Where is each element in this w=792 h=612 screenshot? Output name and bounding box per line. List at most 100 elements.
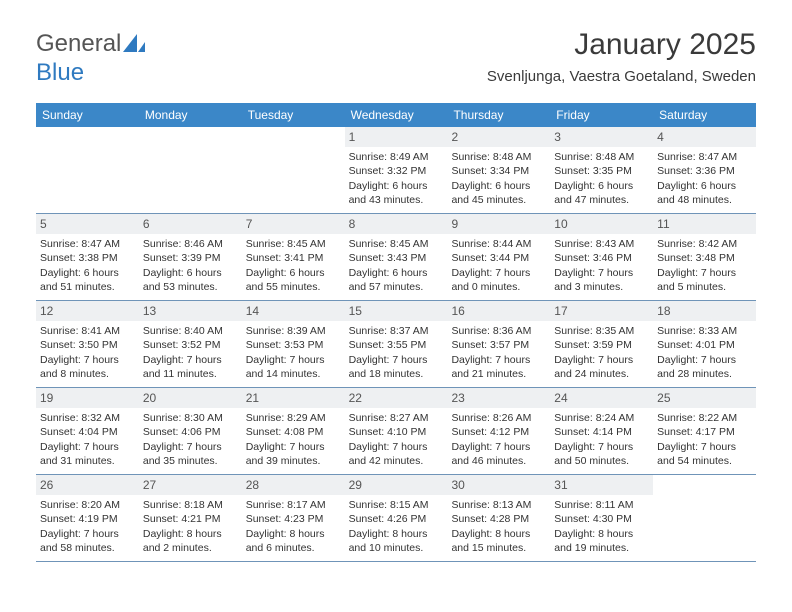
day-number: 10 [550, 214, 653, 234]
day-detail: Daylight: 7 hours [143, 440, 238, 454]
day-detail: and 47 minutes. [554, 193, 649, 207]
day-detail: Sunset: 3:44 PM [451, 251, 546, 265]
day-detail: Sunset: 3:35 PM [554, 164, 649, 178]
day-detail: Sunrise: 8:35 AM [554, 324, 649, 338]
dow-cell: Tuesday [242, 103, 345, 127]
logo-text-blue: Blue [36, 59, 84, 86]
day-detail: and 24 minutes. [554, 367, 649, 381]
day-detail: Sunrise: 8:40 AM [143, 324, 238, 338]
day-detail: and 5 minutes. [657, 280, 752, 294]
day-number: 19 [36, 388, 139, 408]
day-number: 6 [139, 214, 242, 234]
day-cell: 2Sunrise: 8:48 AMSunset: 3:34 PMDaylight… [447, 127, 550, 213]
day-detail: Sunset: 4:01 PM [657, 338, 752, 352]
day-cell: 10Sunrise: 8:43 AMSunset: 3:46 PMDayligh… [550, 214, 653, 300]
day-cell: . [242, 127, 345, 213]
day-detail: Sunrise: 8:44 AM [451, 237, 546, 251]
logo-sail-icon [123, 31, 145, 59]
day-detail: Daylight: 7 hours [554, 440, 649, 454]
day-detail: Sunset: 3:52 PM [143, 338, 238, 352]
day-number: 8 [345, 214, 448, 234]
day-detail: Sunrise: 8:24 AM [554, 411, 649, 425]
day-detail: Sunset: 4:21 PM [143, 512, 238, 526]
day-detail: Daylight: 7 hours [349, 353, 444, 367]
day-detail: Sunrise: 8:43 AM [554, 237, 649, 251]
day-cell: . [653, 475, 756, 561]
day-detail: and 21 minutes. [451, 367, 546, 381]
day-number: 2 [447, 127, 550, 147]
day-detail: Sunrise: 8:39 AM [246, 324, 341, 338]
day-detail: Daylight: 8 hours [451, 527, 546, 541]
day-detail: Daylight: 7 hours [246, 440, 341, 454]
day-detail: Sunrise: 8:30 AM [143, 411, 238, 425]
day-detail: and 31 minutes. [40, 454, 135, 468]
day-detail: Daylight: 6 hours [349, 266, 444, 280]
day-number: 13 [139, 301, 242, 321]
day-detail: and 10 minutes. [349, 541, 444, 555]
day-detail: Sunrise: 8:47 AM [657, 150, 752, 164]
days-of-week-header: SundayMondayTuesdayWednesdayThursdayFrid… [36, 103, 756, 127]
day-detail: Sunset: 4:06 PM [143, 425, 238, 439]
week-row: ...1Sunrise: 8:49 AMSunset: 3:32 PMDayli… [36, 127, 756, 214]
day-number: 25 [653, 388, 756, 408]
day-detail: Sunset: 3:38 PM [40, 251, 135, 265]
day-detail: and 28 minutes. [657, 367, 752, 381]
day-detail: and 0 minutes. [451, 280, 546, 294]
day-detail: Sunset: 4:26 PM [349, 512, 444, 526]
header: General Blue January 2025 Svenljunga, Va… [0, 0, 792, 93]
day-detail: Sunrise: 8:13 AM [451, 498, 546, 512]
day-detail: Sunset: 3:53 PM [246, 338, 341, 352]
day-detail: Sunrise: 8:26 AM [451, 411, 546, 425]
day-detail: Sunset: 3:50 PM [40, 338, 135, 352]
day-detail: Sunrise: 8:15 AM [349, 498, 444, 512]
day-detail: and 3 minutes. [554, 280, 649, 294]
day-detail: Daylight: 8 hours [349, 527, 444, 541]
day-detail: Daylight: 6 hours [451, 179, 546, 193]
day-cell: 17Sunrise: 8:35 AMSunset: 3:59 PMDayligh… [550, 301, 653, 387]
day-cell: 29Sunrise: 8:15 AMSunset: 4:26 PMDayligh… [345, 475, 448, 561]
day-detail: Sunrise: 8:17 AM [246, 498, 341, 512]
day-detail: Sunrise: 8:46 AM [143, 237, 238, 251]
day-cell: . [139, 127, 242, 213]
day-detail: and 51 minutes. [40, 280, 135, 294]
day-detail: Daylight: 7 hours [40, 527, 135, 541]
day-cell: 7Sunrise: 8:45 AMSunset: 3:41 PMDaylight… [242, 214, 345, 300]
day-number: 27 [139, 475, 242, 495]
day-number: 16 [447, 301, 550, 321]
day-detail: Daylight: 7 hours [349, 440, 444, 454]
day-cell: 23Sunrise: 8:26 AMSunset: 4:12 PMDayligh… [447, 388, 550, 474]
day-detail: Sunset: 3:43 PM [349, 251, 444, 265]
week-row: 26Sunrise: 8:20 AMSunset: 4:19 PMDayligh… [36, 475, 756, 562]
day-detail: Sunset: 4:04 PM [40, 425, 135, 439]
day-detail: and 45 minutes. [451, 193, 546, 207]
day-detail: Sunrise: 8:27 AM [349, 411, 444, 425]
day-detail: Sunrise: 8:45 AM [349, 237, 444, 251]
day-cell: 30Sunrise: 8:13 AMSunset: 4:28 PMDayligh… [447, 475, 550, 561]
dow-cell: Sunday [36, 103, 139, 127]
day-detail: Sunset: 4:14 PM [554, 425, 649, 439]
day-number: 7 [242, 214, 345, 234]
day-detail: Sunset: 4:08 PM [246, 425, 341, 439]
day-cell: . [36, 127, 139, 213]
day-number: 23 [447, 388, 550, 408]
day-detail: Sunset: 3:34 PM [451, 164, 546, 178]
day-detail: Sunset: 3:32 PM [349, 164, 444, 178]
day-detail: and 2 minutes. [143, 541, 238, 555]
day-detail: Sunset: 4:23 PM [246, 512, 341, 526]
day-detail: and 53 minutes. [143, 280, 238, 294]
day-cell: 15Sunrise: 8:37 AMSunset: 3:55 PMDayligh… [345, 301, 448, 387]
dow-cell: Thursday [447, 103, 550, 127]
day-cell: 21Sunrise: 8:29 AMSunset: 4:08 PMDayligh… [242, 388, 345, 474]
day-detail: Daylight: 7 hours [451, 266, 546, 280]
day-number: 28 [242, 475, 345, 495]
day-detail: Sunrise: 8:37 AM [349, 324, 444, 338]
day-detail: Sunset: 3:57 PM [451, 338, 546, 352]
day-cell: 8 Sunrise: 8:45 AMSunset: 3:43 PMDaylight… [345, 214, 448, 300]
day-number: 22 [345, 388, 448, 408]
day-number: 17 [550, 301, 653, 321]
day-detail: Sunrise: 8:20 AM [40, 498, 135, 512]
day-detail: Sunset: 4:12 PM [451, 425, 546, 439]
day-cell: 9Sunrise: 8:44 AMSunset: 3:44 PMDaylight… [447, 214, 550, 300]
week-row: 19Sunrise: 8:32 AMSunset: 4:04 PMDayligh… [36, 388, 756, 475]
day-cell: 24Sunrise: 8:24 AMSunset: 4:14 PMDayligh… [550, 388, 653, 474]
